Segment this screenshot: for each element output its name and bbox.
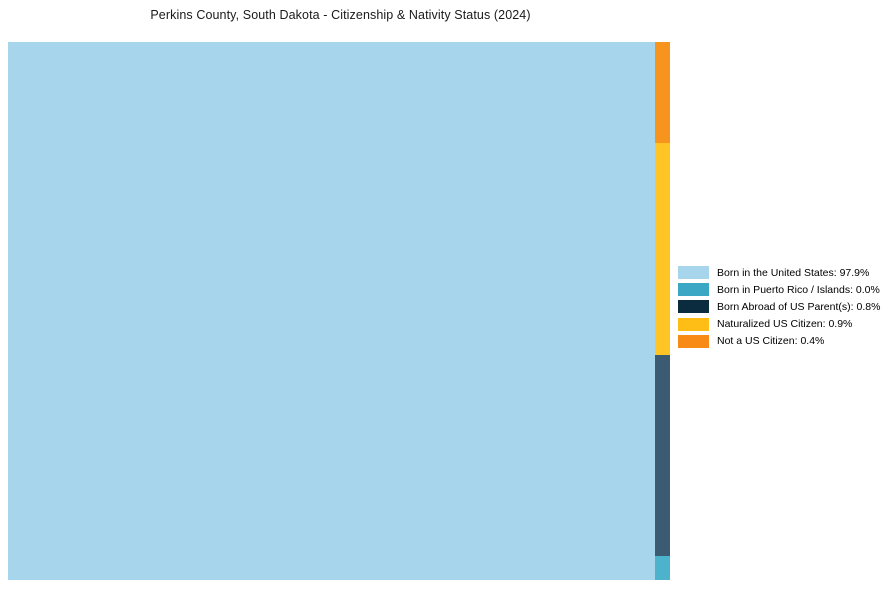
legend-item-label: Naturalized US Citizen: 0.9%: [717, 318, 853, 331]
page-title: Perkins County, South Dakota - Citizensh…: [150, 8, 531, 22]
mosaic-tile-not-a-us-citizen[interactable]: [654, 42, 670, 143]
chart-legend: Born in the United States: 97.9% Born in…: [678, 264, 883, 350]
mosaic-tile-born-in-the-united-states[interactable]: [8, 42, 655, 580]
legend-swatch-icon: [678, 334, 709, 348]
mosaic-plot-area: [8, 42, 670, 580]
legend-item[interactable]: Born in the United States: 97.9%: [678, 264, 883, 281]
legend-item[interactable]: Born Abroad of US Parent(s): 0.8%: [678, 298, 883, 315]
legend-swatch-icon: [678, 266, 709, 280]
legend-swatch-icon: [678, 317, 709, 331]
mosaic-tile-born-in-puerto-rico-islands[interactable]: [654, 556, 670, 580]
legend-item[interactable]: Naturalized US Citizen: 0.9%: [678, 316, 883, 333]
mosaic-tile-born-abroad-of-us-parents[interactable]: [654, 355, 670, 556]
mosaic-tile-naturalized-us-citizen[interactable]: [654, 142, 670, 355]
legend-item-label: Born in Puerto Rico / Islands: 0.0%: [717, 283, 880, 296]
legend-item[interactable]: Born in Puerto Rico / Islands: 0.0%: [678, 281, 883, 298]
legend-item-label: Not a US Citizen: 0.4%: [717, 335, 825, 348]
legend-item-label: Born in the United States: 97.9%: [717, 266, 870, 279]
mosaic-column-primary: [8, 42, 655, 580]
legend-swatch-icon: [678, 300, 709, 314]
mosaic-column-secondary: [654, 42, 670, 580]
legend-item-label: Born Abroad of US Parent(s): 0.8%: [717, 300, 881, 313]
legend-item[interactable]: Not a US Citizen: 0.4%: [678, 333, 883, 350]
legend-swatch-icon: [678, 283, 709, 297]
